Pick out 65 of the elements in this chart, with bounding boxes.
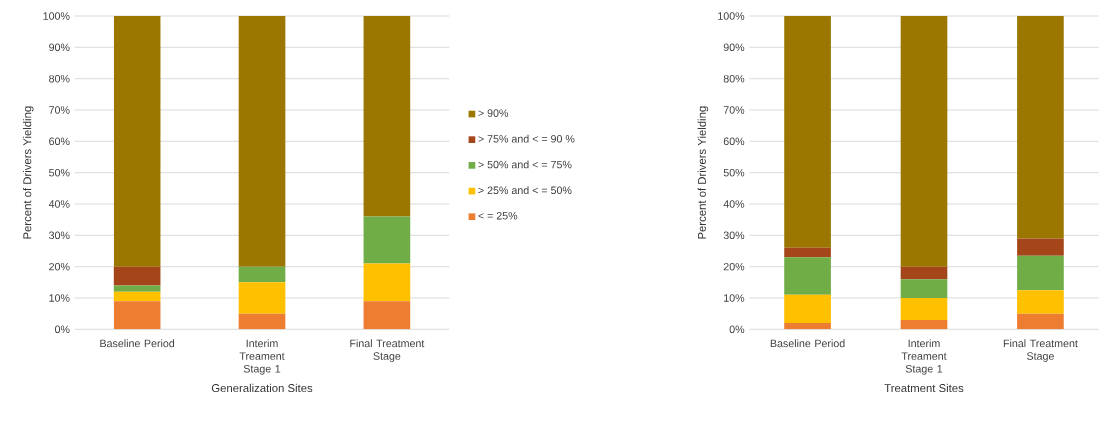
y-tick-label: 0% (729, 325, 745, 334)
x-axis-title: Generalization Sites (211, 383, 313, 393)
bar (900, 279, 948, 299)
bar (784, 295, 831, 324)
bar (1017, 16, 1064, 239)
bar (900, 320, 948, 330)
bar (113, 291, 161, 302)
y-tick-label: 40% (723, 200, 745, 208)
legend-label: > 90% (478, 109, 509, 118)
y-tick-label: 90% (49, 43, 70, 52)
y-tick-label: 80% (49, 75, 70, 83)
y-tick-label: 20% (49, 263, 70, 271)
bar (238, 16, 286, 267)
y-tick-label: 60% (723, 137, 745, 146)
x-tick-label: Final Treatment Stage (350, 339, 425, 363)
bar (363, 16, 411, 217)
bar (113, 301, 161, 330)
bar (363, 301, 411, 330)
bar (784, 323, 831, 330)
bar (363, 263, 411, 302)
y-tick-label: 100% (43, 12, 70, 20)
bar (113, 16, 161, 267)
bar (363, 216, 411, 264)
bar (113, 285, 161, 292)
y-tick-label: 10% (724, 294, 745, 302)
bar (900, 298, 948, 321)
y-tick-label: 30% (49, 231, 70, 240)
bar (784, 248, 831, 258)
legend-label: > 50% and < = 75% (478, 160, 572, 169)
y-tick-label: 90% (723, 43, 745, 52)
y-tick-label: 20% (723, 263, 745, 271)
bar (784, 16, 831, 249)
x-tick-label: Baseline Period (770, 339, 845, 348)
y-tick-label: 10% (49, 294, 70, 302)
y-tick-label: 40% (48, 200, 70, 208)
x-tick-label: Interim Treament Stage 1 (901, 339, 947, 375)
y-tick-label: 50% (723, 169, 745, 177)
y-tick-label: 50% (49, 169, 70, 177)
y-tick-label: 80% (723, 75, 745, 83)
y-tick-label: 60% (49, 137, 70, 146)
x-tick-label: Baseline Period (100, 339, 175, 348)
bar (238, 282, 286, 314)
bar (1017, 313, 1064, 330)
y-tick-label: 70% (723, 106, 745, 114)
bar (900, 16, 948, 267)
bar (1017, 290, 1064, 314)
bar (784, 257, 831, 296)
y-tick-label: 70% (49, 106, 70, 114)
bar (900, 266, 948, 280)
bar (238, 266, 286, 283)
y-tick-label: 0% (54, 325, 70, 334)
x-axis-title: Treatment Sites (884, 383, 964, 393)
x-tick-label: Interim Treament Stage 1 (239, 339, 285, 375)
y-axis-title: Percent of Drivers Yielding (697, 106, 709, 239)
y-axis-title: Percent of Drivers Yielding (22, 106, 34, 239)
bar (1017, 255, 1064, 291)
legend-label: < = 25% (478, 212, 518, 220)
y-tick-label: 100% (718, 12, 745, 20)
bar (238, 313, 286, 330)
legend-label: > 25% and < = 50% (478, 186, 572, 195)
y-tick-label: 30% (723, 231, 745, 240)
x-tick-label: Final Treatment Stage (1003, 339, 1078, 363)
bar (113, 266, 161, 286)
legend-label: > 75% and < = 90 % (478, 134, 575, 143)
bar (1017, 238, 1064, 256)
